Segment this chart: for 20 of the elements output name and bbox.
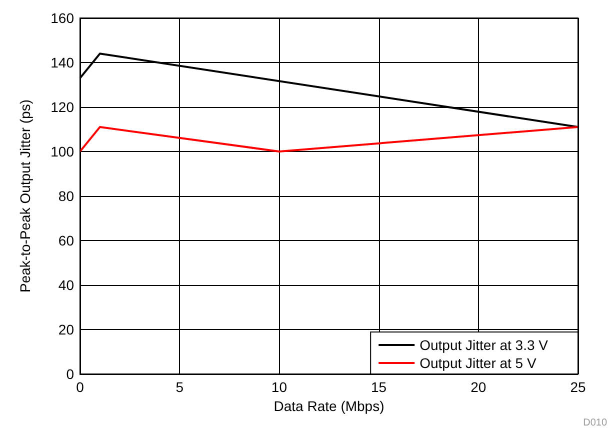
x-tick-label: 0 — [76, 379, 84, 395]
y-tick-label: 140 — [50, 54, 74, 70]
y-tick-label: 120 — [50, 99, 74, 115]
y-tick-label: 20 — [58, 322, 74, 338]
x-tick-label: 15 — [371, 379, 387, 395]
legend-label: Output Jitter at 5 V — [420, 355, 537, 371]
y-tick-label: 40 — [58, 277, 74, 293]
y-tick-label: 0 — [66, 366, 74, 382]
x-tick-label: 20 — [470, 379, 486, 395]
y-tick-label: 80 — [58, 188, 74, 204]
x-tick-label: 10 — [271, 379, 288, 395]
y-axis-title: Peak-to-Peak Output Jitter (ps) — [17, 100, 33, 292]
y-tick-label: 100 — [50, 144, 74, 160]
text: D010 — [583, 418, 608, 428]
x-tick-label: 25 — [570, 379, 586, 395]
y-tick-label: 160 — [50, 10, 74, 26]
x-axis-title: Data Rate (Mbps) — [274, 398, 384, 414]
y-tick-label: 60 — [58, 232, 74, 248]
legend-label: Output Jitter at 3.3 V — [420, 337, 549, 353]
x-tick-label: 5 — [176, 379, 184, 395]
